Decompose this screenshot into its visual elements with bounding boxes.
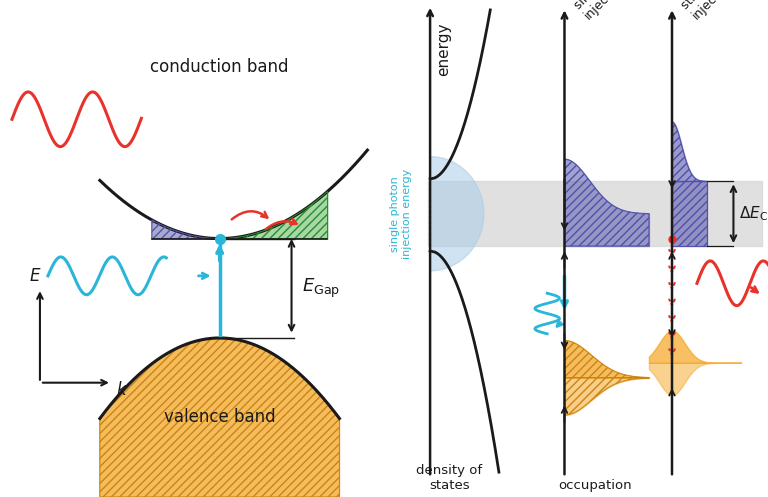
- Text: $E_{\mathrm{Gap}}$: $E_{\mathrm{Gap}}$: [302, 277, 339, 300]
- Text: $E$: $E$: [28, 267, 41, 285]
- Text: density of
states: density of states: [416, 464, 482, 492]
- Text: occupation: occupation: [558, 479, 632, 492]
- Text: energy: energy: [436, 22, 451, 76]
- Text: conduction band: conduction band: [151, 58, 289, 76]
- Text: strong field
injection: strong field injection: [679, 0, 749, 22]
- Text: valence band: valence band: [164, 409, 276, 426]
- Text: single photon
injection energy: single photon injection energy: [390, 168, 412, 259]
- Text: $\Delta E_{\mathrm{CB1}}$: $\Delta E_{\mathrm{CB1}}$: [739, 204, 768, 223]
- Bar: [429, 181, 762, 246]
- Text: $k$: $k$: [116, 381, 128, 399]
- Polygon shape: [100, 338, 339, 497]
- Text: single photon
injection: single photon injection: [571, 0, 651, 22]
- Polygon shape: [430, 157, 484, 271]
- Polygon shape: [672, 181, 707, 246]
